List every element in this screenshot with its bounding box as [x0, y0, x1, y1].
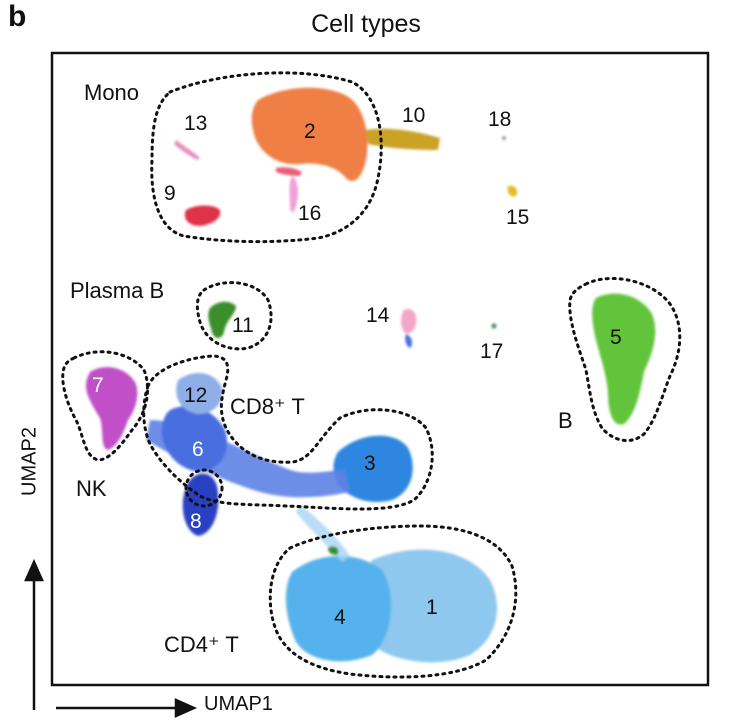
cluster-16-blob — [289, 176, 299, 212]
cluster-14-blob — [401, 308, 417, 334]
plasma-b-label: Plasma B — [70, 278, 164, 303]
cluster-3-blob — [333, 435, 413, 503]
cluster-13-blob — [174, 140, 200, 160]
cluster-label-17: 17 — [480, 340, 503, 363]
mono-outline — [150, 71, 383, 244]
cluster-label-6: 6 — [192, 438, 204, 461]
cluster-8-outline — [184, 468, 224, 508]
panel-letter: b — [8, 0, 27, 33]
cluster-15-blob — [507, 185, 518, 197]
cluster-10-blob — [366, 128, 440, 150]
cluster-label-14: 14 — [366, 304, 390, 327]
cluster-label-1: 1 — [426, 596, 438, 619]
cluster-18-blob — [502, 136, 506, 140]
cluster-blobs — [86, 87, 656, 663]
cluster-label-8: 8 — [190, 510, 202, 533]
plot-frame — [50, 51, 710, 687]
nk-label: NK — [76, 476, 107, 501]
cluster-label-2: 2 — [304, 120, 316, 143]
cluster-label-11: 11 — [232, 314, 254, 337]
x-arrow-head — [174, 698, 198, 718]
x-axis-label: UMAP1 — [204, 693, 273, 715]
nk-outline — [61, 350, 150, 462]
cluster-label-12: 12 — [184, 384, 207, 407]
b-outline — [568, 276, 682, 443]
group-outlines — [61, 71, 682, 679]
b-label: B — [558, 408, 573, 433]
cd4-t-label: CD4⁺ T — [164, 632, 239, 657]
y-arrow-head — [24, 558, 44, 582]
plasma-b-outline — [195, 281, 273, 351]
cluster-label-13: 13 — [184, 112, 207, 135]
cluster-7-blob — [86, 367, 138, 450]
cluster-12-blob — [176, 373, 223, 414]
cluster-label-7: 7 — [92, 374, 104, 397]
cluster-label-9: 9 — [164, 182, 176, 205]
cluster-17-blob — [491, 323, 497, 329]
cd8-t-label: CD8⁺ T — [230, 394, 305, 419]
cluster-5-blob — [592, 293, 656, 425]
cluster-label-16: 16 — [298, 202, 321, 225]
cluster-6-blob — [161, 406, 228, 472]
bridge-blob — [296, 505, 350, 562]
cluster-2-blob — [251, 87, 368, 182]
axis-arrows — [24, 558, 198, 718]
cluster-16b-blob — [276, 167, 302, 176]
cluster-4-blob — [285, 556, 392, 662]
cd8-outline — [142, 354, 434, 511]
speck-green-blob — [328, 546, 339, 555]
cd4-outline — [268, 524, 518, 679]
cluster-label-18: 18 — [488, 108, 511, 131]
cluster-9-blob — [184, 205, 221, 226]
mono-label: Mono — [84, 80, 139, 105]
cluster-label-10: 10 — [402, 104, 425, 127]
cluster-1-blob — [361, 549, 498, 663]
cluster-label-15: 15 — [506, 206, 529, 229]
cluster-label-5: 5 — [610, 326, 622, 349]
group-labels: Mono Plasma B CD8⁺ T NK B CD4⁺ T — [70, 80, 573, 657]
chart-title: Cell types — [311, 10, 421, 38]
cluster-label-3: 3 — [364, 452, 376, 475]
cluster-label-4: 4 — [334, 606, 346, 629]
cluster-11-blob — [208, 301, 236, 338]
cluster-labels: 1 2 3 4 5 6 7 8 9 10 11 12 13 14 15 16 1… — [92, 104, 622, 629]
cluster-14b-blob — [405, 334, 413, 348]
y-axis-label: UMAP2 — [18, 427, 41, 496]
